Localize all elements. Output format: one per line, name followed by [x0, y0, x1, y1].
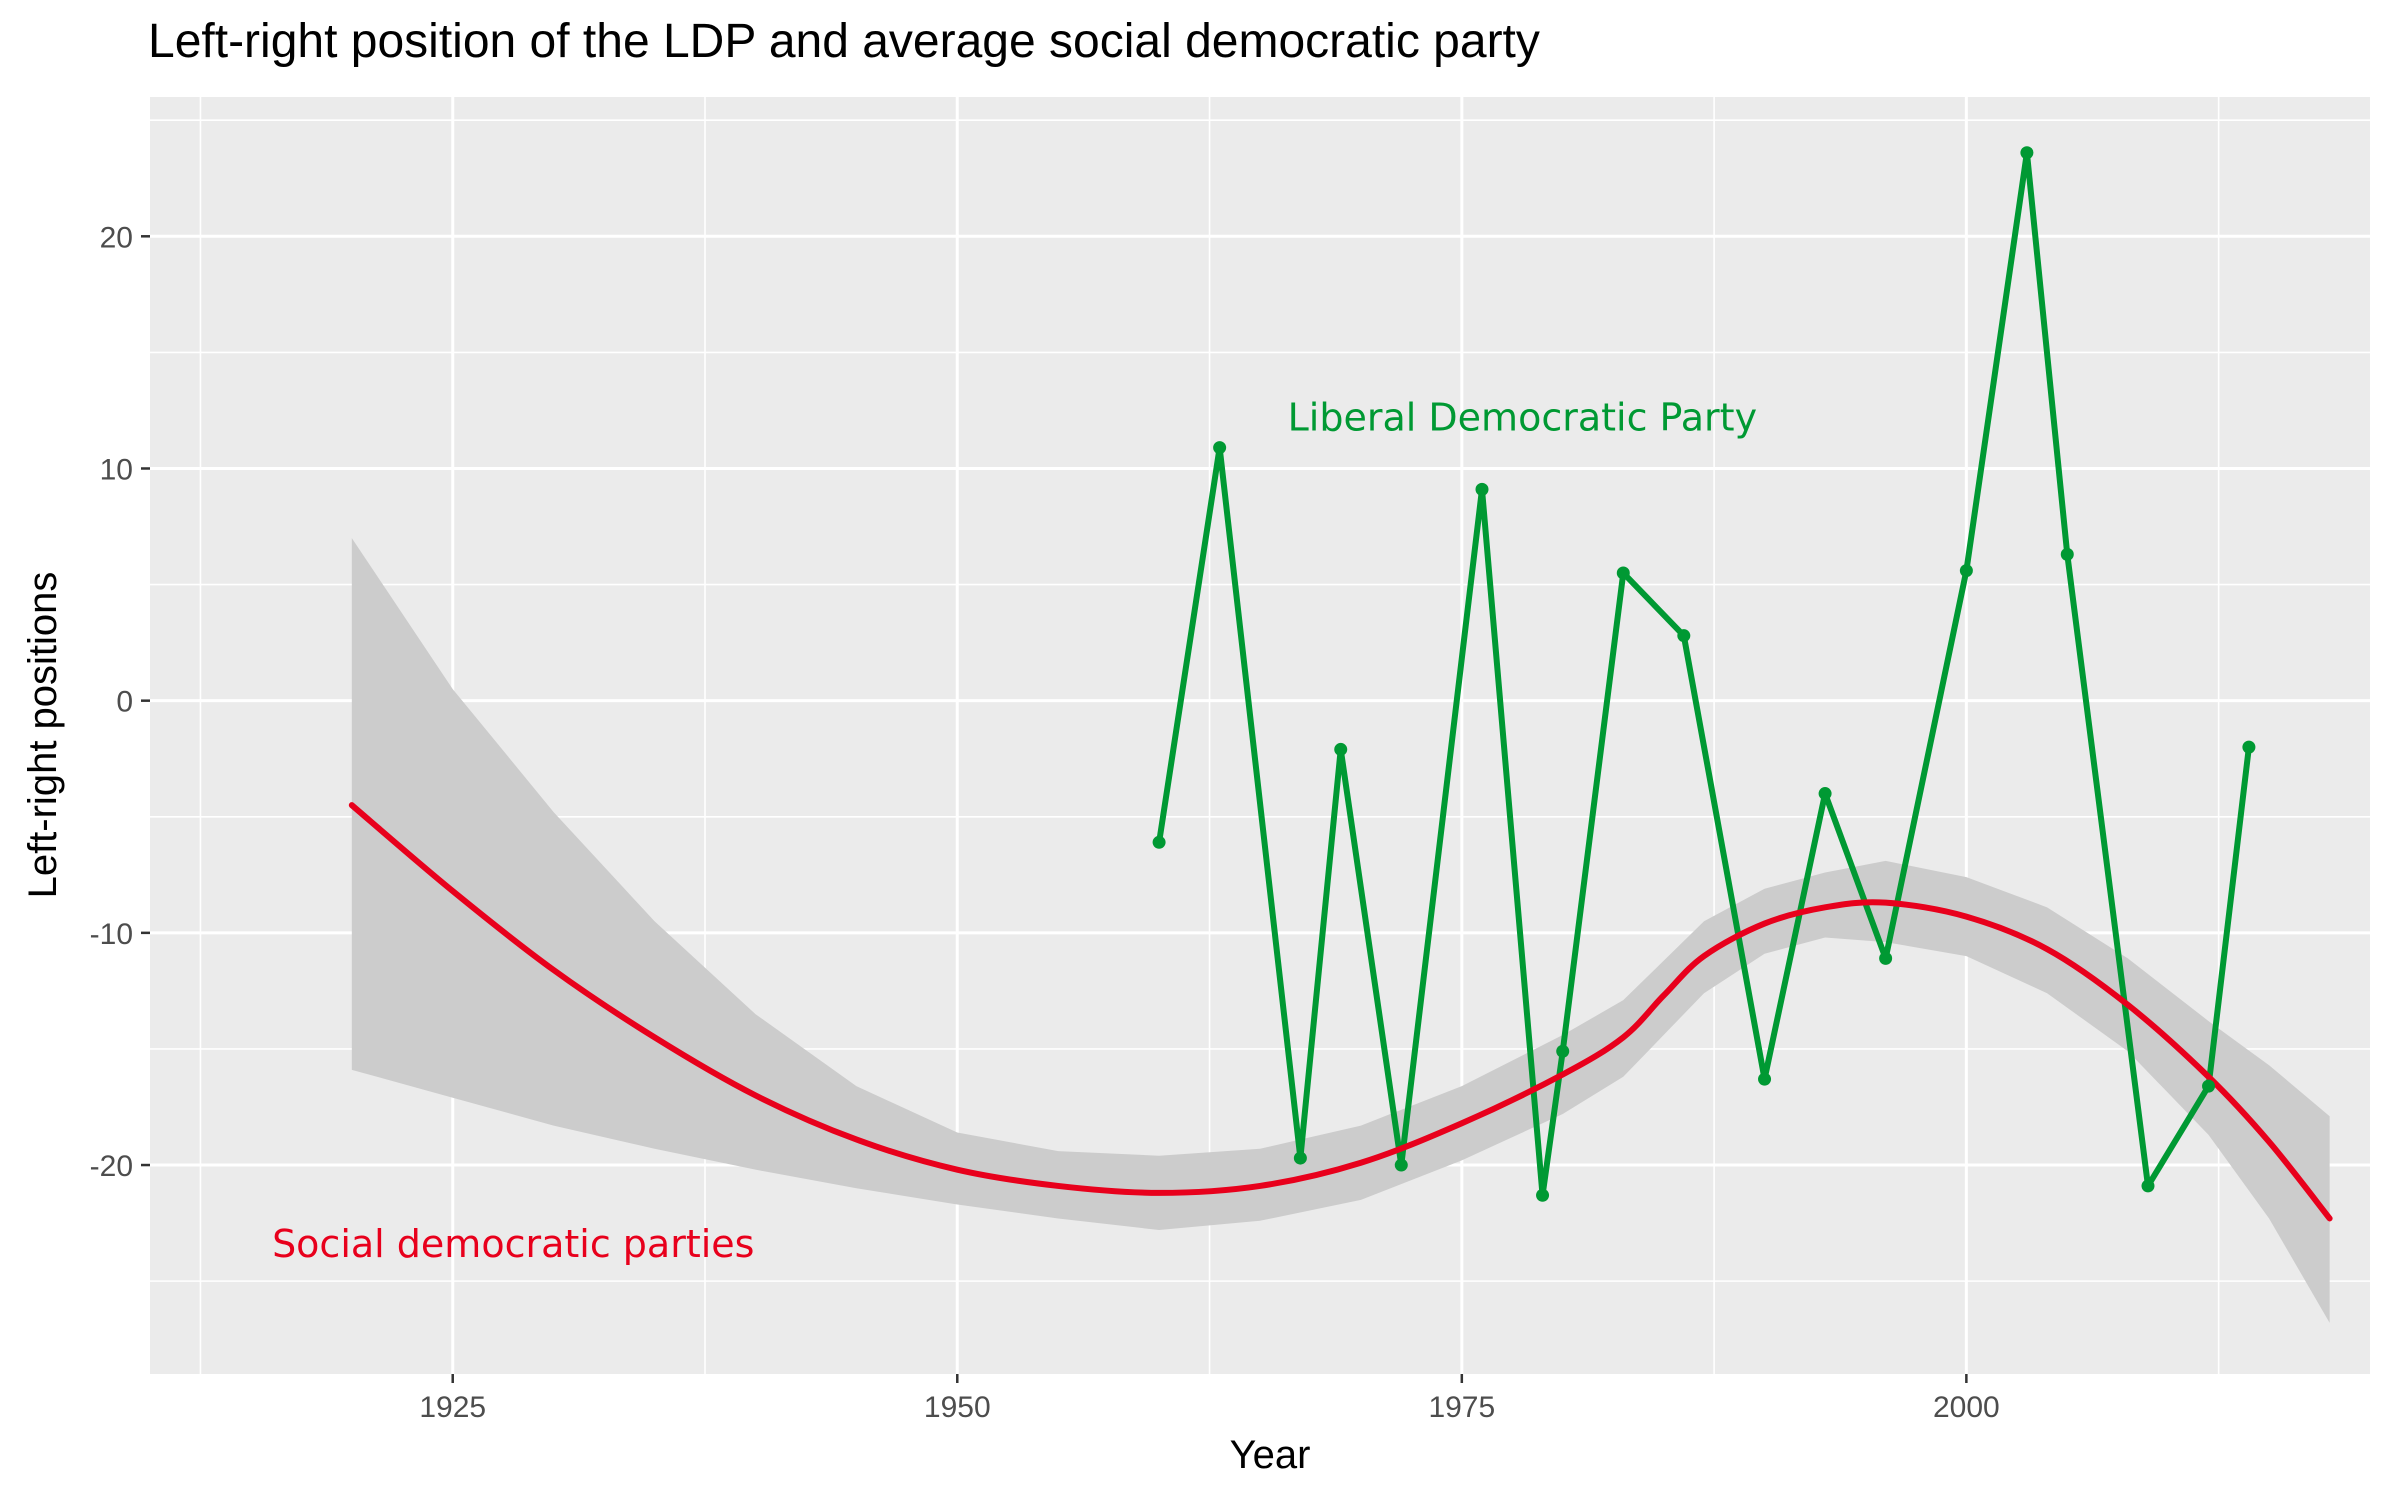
data-point [1556, 1044, 1570, 1058]
x-tick-label: 2000 [1933, 1391, 2000, 1424]
data-point [1394, 1158, 1408, 1172]
data-point [2020, 146, 2034, 160]
data-point [1152, 835, 1166, 849]
y-tick-label: -20 [90, 1150, 133, 1183]
data-point [1677, 629, 1691, 643]
data-point [1213, 441, 1227, 455]
series-points-layer [1152, 146, 2256, 1202]
data-point [1334, 742, 1348, 756]
data-point [1758, 1072, 1772, 1086]
x-tick-label: 1950 [924, 1391, 991, 1424]
x-tick-label: 1975 [1428, 1391, 1495, 1424]
series-annotation: Liberal Democratic Party [1288, 395, 1757, 439]
chart-title: Left-right position of the LDP and avera… [148, 15, 1540, 68]
y-tick-label: 10 [100, 453, 133, 486]
data-point [2060, 547, 2074, 561]
data-point [2202, 1079, 2216, 1093]
series-annotation: Social democratic parties [272, 1222, 754, 1266]
data-point [1818, 787, 1832, 801]
data-point [1616, 566, 1630, 580]
data-point [1293, 1151, 1307, 1165]
axis-ticks: 1925 1950 1975 2000 -20 -10 0 10 20 [90, 221, 2000, 1424]
x-tick-label: 1925 [419, 1391, 486, 1424]
series-line-social-democratic-parties [348, 802, 2333, 1222]
data-point [1475, 482, 1489, 496]
y-tick-label: 0 [116, 686, 133, 719]
annotations: Liberal Democratic Party Social democrati… [272, 395, 1757, 1266]
data-point [1959, 564, 1973, 578]
y-tick-label: -10 [90, 918, 133, 951]
x-axis-title: Year [1230, 1433, 1311, 1477]
data-point [2242, 740, 2256, 754]
data-point [2141, 1179, 2155, 1193]
y-axis-title: Left-right positions [21, 572, 65, 899]
data-point [1536, 1188, 1550, 1202]
data-point [1879, 951, 1893, 965]
confidence-ribbon [351, 538, 2330, 1323]
y-tick-label: 20 [100, 221, 133, 254]
confidence-ribbon-layer [351, 538, 2330, 1323]
